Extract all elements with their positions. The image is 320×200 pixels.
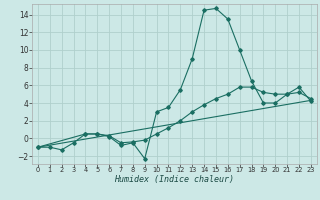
X-axis label: Humidex (Indice chaleur): Humidex (Indice chaleur) — [115, 175, 234, 184]
